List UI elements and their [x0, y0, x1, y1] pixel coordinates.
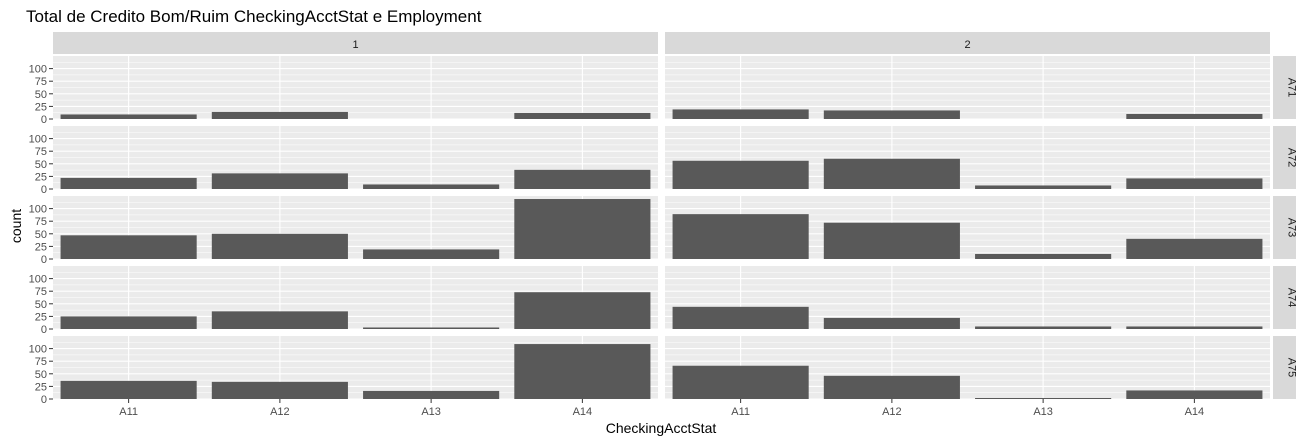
chart-title: Total de Credito Bom/Ruim CheckingAcctSt…: [26, 7, 482, 26]
bar-A73-2-A14: [1126, 238, 1263, 259]
x-tick-label: A13: [421, 406, 441, 418]
bar-A71-1-A14: [514, 112, 651, 119]
x-tick-label: A12: [882, 406, 902, 418]
y-tick-label: 50: [35, 229, 47, 241]
x-axis-title: CheckingAcctStat: [606, 420, 717, 436]
y-tick-label: 75: [35, 216, 47, 228]
facet-label-right-A71: A71: [1286, 78, 1298, 98]
facet-strip-right-A75: [1273, 336, 1296, 399]
bar-A72-1-A11: [60, 177, 197, 189]
x-tick-label: A11: [119, 406, 138, 418]
bar-A73-1-A11: [60, 235, 197, 259]
bar-A74-1-A11: [60, 316, 197, 329]
bar-A74-2-A11: [672, 306, 809, 329]
bar-A74-2-A14: [1126, 326, 1263, 329]
bar-A74-2-A13: [975, 326, 1112, 329]
facet-label-top-1: 1: [352, 39, 358, 51]
y-tick-label: 50: [35, 159, 47, 171]
y-axis-title: count: [8, 209, 24, 243]
y-tick-label: 25: [35, 171, 47, 183]
bar-A73-2-A13: [975, 253, 1112, 259]
bar-A72-2-A12: [823, 158, 960, 189]
bar-A72-1-A13: [363, 184, 500, 189]
bar-A74-1-A13: [363, 327, 500, 329]
bar-A75-2-A14: [1126, 390, 1263, 399]
bar-A72-2-A11: [672, 160, 809, 189]
facet-label-right-A75: A75: [1286, 358, 1298, 378]
facet-label-top-2: 2: [964, 39, 970, 51]
y-tick-label: 100: [29, 134, 47, 146]
y-tick-label: 75: [35, 146, 47, 158]
y-tick-label: 25: [35, 381, 47, 393]
x-tick-label: A14: [573, 406, 593, 418]
y-tick-label: 0: [41, 324, 47, 336]
facet-strip-right-A74: [1273, 266, 1296, 329]
y-tick-label: 75: [35, 76, 47, 88]
y-tick-label: 0: [41, 114, 47, 126]
y-tick-label: 100: [29, 344, 47, 356]
bar-A75-2-A13: [975, 397, 1112, 399]
y-tick-label: 75: [35, 286, 47, 298]
bar-A74-1-A14: [514, 292, 651, 329]
x-tick-label: A11: [731, 406, 750, 418]
y-tick-label: 0: [41, 394, 47, 406]
bar-A75-1-A11: [60, 380, 197, 399]
bar-A71-2-A11: [672, 109, 809, 119]
bar-A75-1-A12: [211, 381, 348, 399]
y-tick-label: 50: [35, 89, 47, 101]
facet-strip-right-A72: [1273, 126, 1296, 189]
bar-A73-1-A13: [363, 249, 500, 259]
bar-A71-2-A12: [823, 110, 960, 119]
bar-A73-2-A11: [672, 214, 809, 259]
bar-A71-2-A14: [1126, 113, 1263, 119]
bar-A75-1-A14: [514, 344, 651, 399]
facet-strip-right-A71: [1273, 56, 1296, 119]
y-tick-label: 50: [35, 369, 47, 381]
facet-label-right-A74: A74: [1286, 288, 1298, 308]
y-tick-label: 100: [29, 274, 47, 286]
bar-A72-2-A14: [1126, 178, 1263, 189]
y-tick-label: 75: [35, 356, 47, 368]
bar-A73-1-A14: [514, 199, 651, 259]
x-tick-label: A14: [1185, 406, 1205, 418]
y-tick-label: 25: [35, 241, 47, 253]
bar-A75-1-A13: [363, 390, 500, 399]
bar-A74-2-A12: [823, 317, 960, 329]
bar-A73-2-A12: [823, 222, 960, 259]
bar-A75-2-A11: [672, 365, 809, 399]
facet-label-right-A73: A73: [1286, 218, 1298, 238]
bar-A71-1-A11: [60, 114, 197, 119]
bar-A72-1-A12: [211, 173, 348, 189]
bar-A71-1-A12: [211, 111, 348, 119]
y-tick-label: 25: [35, 101, 47, 113]
facet-label-right-A72: A72: [1286, 148, 1298, 168]
facet-strip-top-1: [53, 32, 658, 54]
y-tick-label: 50: [35, 299, 47, 311]
bar-A72-1-A14: [514, 169, 651, 189]
facet-strip-top-2: [665, 32, 1270, 54]
facet-strip-right-A73: [1273, 196, 1296, 259]
y-tick-label: 0: [41, 254, 47, 266]
bar-A74-1-A12: [211, 311, 348, 329]
bar-A75-2-A12: [823, 375, 960, 399]
y-tick-label: 25: [35, 311, 47, 323]
x-tick-label: A12: [270, 406, 290, 418]
y-tick-label: 100: [29, 64, 47, 76]
x-tick-label: A13: [1033, 406, 1053, 418]
y-tick-label: 0: [41, 184, 47, 196]
bar-A73-1-A12: [211, 233, 348, 259]
facet-panels: 1 2A710255075100A720255075100A73025507510…: [29, 32, 1298, 418]
y-tick-label: 100: [29, 204, 47, 216]
bar-A72-2-A13: [975, 185, 1112, 189]
